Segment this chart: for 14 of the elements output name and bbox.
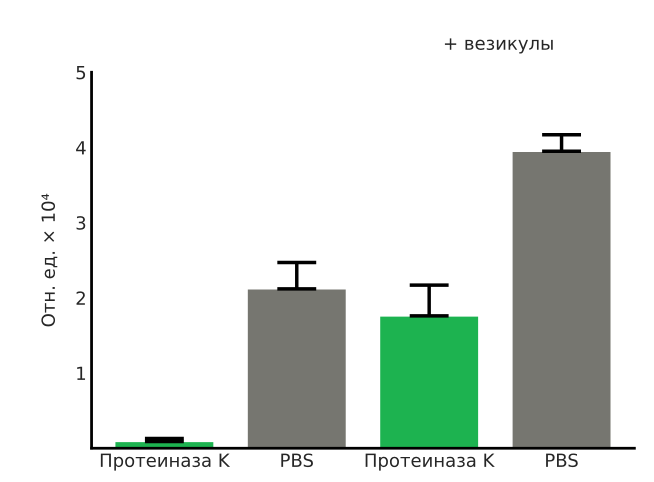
x-tick-label: Протеиназа K [100, 454, 230, 471]
x-tick-label: Протеиназа K [366, 454, 495, 471]
y-axis-title: Отн. ед. × 10⁴ [41, 194, 58, 326]
bar [378, 315, 480, 448]
y-tick-label: 4 [76, 141, 86, 154]
y-tick-label: 5 [76, 66, 86, 80]
x-tick-label: PBS [546, 453, 578, 468]
x-tick-label: PBS [281, 453, 313, 468]
y-tick-label: 2 [76, 291, 85, 305]
y-tick-label: 1 [77, 366, 86, 380]
y-tick-label: 3 [76, 216, 86, 230]
text: + везикулы [444, 38, 553, 54]
bar [511, 150, 612, 448]
bar [246, 288, 348, 448]
